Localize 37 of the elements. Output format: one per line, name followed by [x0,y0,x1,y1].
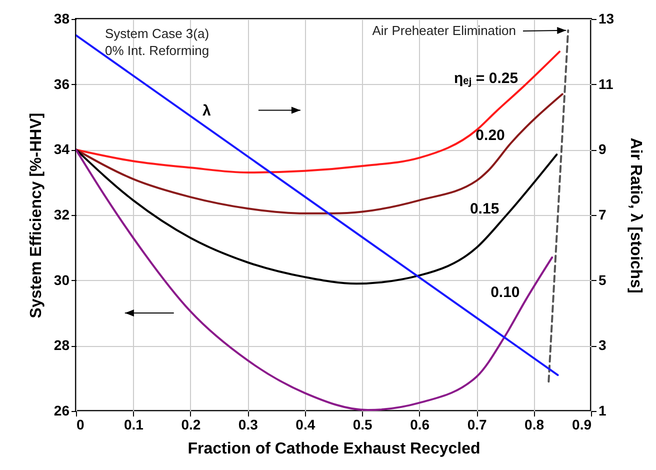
annotation: System Case 3(a) [105,26,210,41]
y2-tick-label: 13 [598,10,614,26]
y2-tick-label: 5 [598,272,606,288]
x-tick-label: 0.2 [181,416,201,432]
x-tick-label: 0.1 [124,416,144,432]
x-tick-label: 0.9 [572,416,592,432]
x-tick-label: 0.8 [524,416,544,432]
y2-tick-label: 7 [598,206,606,222]
y-tick-label: 34 [54,141,70,158]
y2-tick-label: 1 [598,402,606,418]
series-label: 0.15 [470,200,500,218]
y-tick-label: 36 [54,76,70,92]
line-series [76,93,564,214]
annotation: 0% Int. Reforming [105,43,210,58]
y2-tick-label: 11 [598,76,614,92]
annotation: Air Preheater Elimination [372,23,516,38]
x-tick-label: 0.6 [410,416,430,432]
series-label: 0.20 [476,127,505,144]
y-tick-label: 38 [54,10,70,26]
x-tick-label: 0.7 [467,416,487,432]
y-tick-label: 26 [54,402,70,418]
x-axis-title: Fraction of Cathode Exhaust Recycled [188,440,480,458]
y2-axis-title: Air Ratio, λ [stoichs] [627,138,644,294]
line-series [76,148,554,411]
series-label: ηₑⱼ = 0.25 [454,70,518,87]
x-tick-label: 0.3 [238,416,258,432]
y-tick-label: 32 [54,206,70,222]
x-tick-label: 0 [76,416,84,432]
y-tick-label: 28 [54,337,70,354]
x-tick-label: 0.5 [352,416,373,432]
series-label: λ [202,102,212,120]
y2-tick-label: 3 [598,337,606,354]
y-tick-label: 30 [54,272,70,288]
y2-tick-label: 9 [598,141,606,158]
y-axis-title: System Efficiency [%-HHV] [28,112,45,318]
series-label: 0.10 [490,284,520,301]
x-tick-label: 0.4 [296,416,316,432]
